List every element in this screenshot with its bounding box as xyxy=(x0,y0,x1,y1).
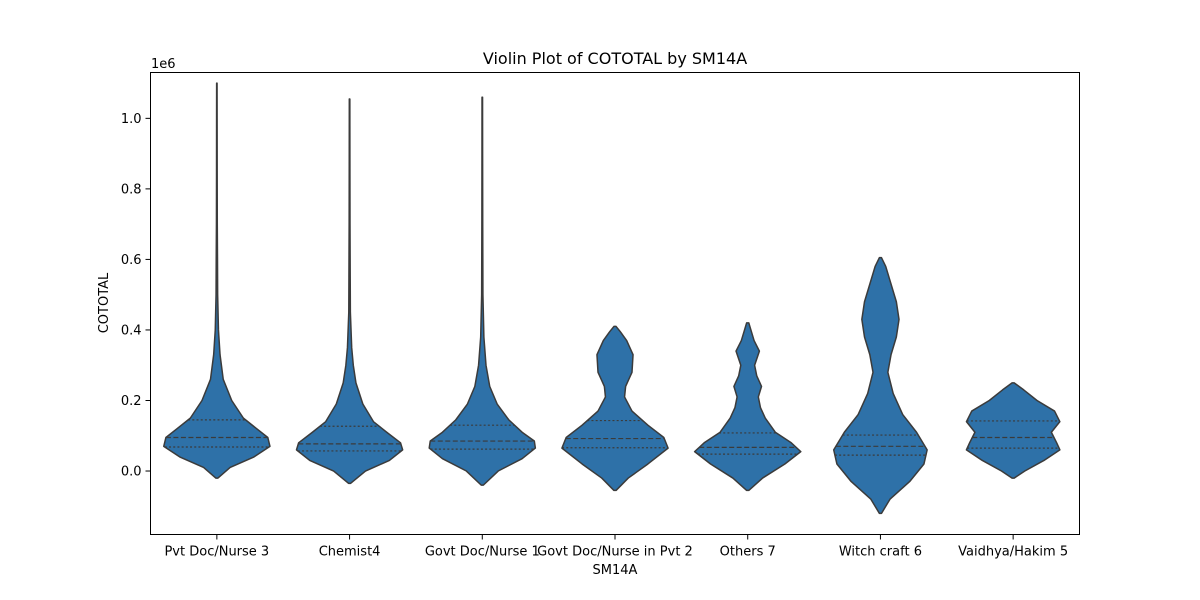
y-tick-label: 0.8 xyxy=(121,182,142,197)
violin-body xyxy=(295,98,404,485)
x-tick-label: Govt Doc/Nurse in Pvt 2 xyxy=(537,545,693,560)
y-tick-label: 0.4 xyxy=(121,323,142,338)
y-offset-label: 1e6 xyxy=(151,57,176,72)
x-tick-label: Witch craft 6 xyxy=(839,545,922,560)
x-tick-label: Govt Doc/Nurse 1 xyxy=(425,545,540,560)
y-tick-label: 0.6 xyxy=(121,253,142,268)
y-tick-label: 0.0 xyxy=(121,465,142,480)
violin-body xyxy=(561,325,669,492)
violin-2 xyxy=(428,96,537,486)
chart-title: Violin Plot of COTOTAL by SM14A xyxy=(483,49,747,68)
violin-5 xyxy=(832,256,928,515)
violin-body xyxy=(965,382,1061,479)
x-axis-label: SM14A xyxy=(593,563,638,578)
plot-frame xyxy=(150,72,1080,535)
violin-body xyxy=(693,322,802,492)
violin-body xyxy=(163,82,271,479)
x-tick-label: Others 7 xyxy=(720,545,776,560)
violin-6 xyxy=(965,382,1061,479)
violin-4 xyxy=(693,322,802,492)
y-tick-label: 0.2 xyxy=(121,394,142,409)
y-axis-label: COTOTAL xyxy=(97,272,112,333)
violin-body xyxy=(428,96,537,486)
violin-1 xyxy=(295,98,404,485)
violin-3 xyxy=(561,325,669,492)
y-axis: 0.0 0.2 0.4 0.6 0.8 1.0 xyxy=(121,112,151,480)
x-tick-label: Vaidhya/Hakim 5 xyxy=(958,545,1068,560)
y-tick-label: 1.0 xyxy=(121,112,142,127)
x-axis: Pvt Doc/Nurse 3 Chemist4 Govt Doc/Nurse 1G… xyxy=(164,534,1068,560)
x-tick-label: Pvt Doc/Nurse 3 xyxy=(164,545,269,560)
violin-body xyxy=(832,256,928,515)
violins-layer xyxy=(163,82,1061,515)
violin-0 xyxy=(163,82,271,479)
x-tick-label: Chemist4 xyxy=(319,545,381,560)
